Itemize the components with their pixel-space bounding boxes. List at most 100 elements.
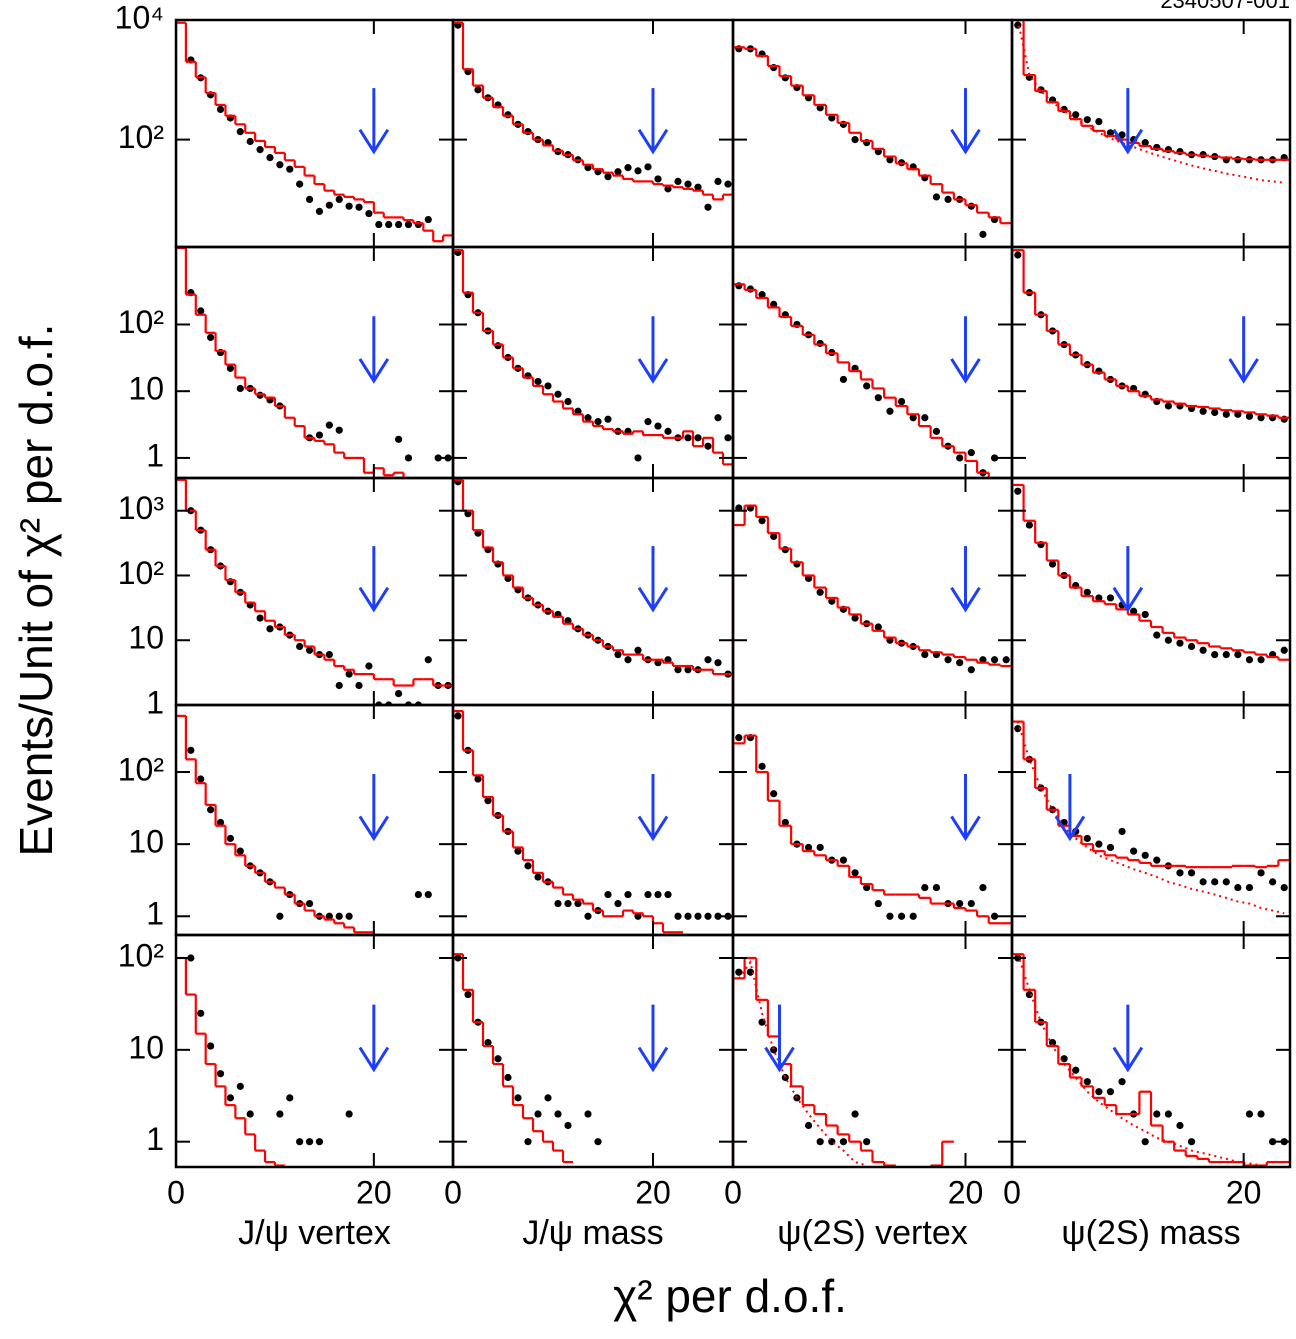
data-point xyxy=(1118,1078,1126,1086)
data-point xyxy=(804,1121,813,1130)
data-point xyxy=(816,339,824,348)
data-point xyxy=(1176,1121,1184,1130)
data-point xyxy=(226,834,235,843)
data-point xyxy=(246,1110,254,1118)
data-point xyxy=(1130,607,1138,615)
cut-arrow xyxy=(950,546,981,613)
cut-arrow xyxy=(1112,546,1144,613)
data-point xyxy=(1234,156,1242,164)
data-point xyxy=(624,164,632,172)
data-point xyxy=(484,1038,492,1047)
data-point xyxy=(564,1121,572,1130)
cut-arrow xyxy=(637,1004,669,1073)
y-tick-label: 1 xyxy=(146,437,164,473)
data-point xyxy=(863,883,871,892)
panel xyxy=(1012,483,1290,705)
data-point xyxy=(967,899,975,908)
data-point xyxy=(414,890,422,899)
data-point xyxy=(604,173,612,181)
panel xyxy=(733,956,954,1167)
data-point xyxy=(1187,869,1196,877)
data-point xyxy=(1153,1110,1161,1118)
dotted-curve xyxy=(738,959,867,1167)
panel xyxy=(1012,953,1290,1167)
data-point xyxy=(474,529,482,537)
data-point xyxy=(839,120,848,128)
data-point xyxy=(1025,990,1033,999)
data-point xyxy=(544,1094,552,1102)
data-point xyxy=(1211,651,1219,659)
data-point xyxy=(1072,1066,1080,1074)
panel xyxy=(733,504,1012,705)
data-point xyxy=(335,912,343,920)
data-point xyxy=(1130,847,1138,855)
panel-frame xyxy=(174,933,455,1169)
panel xyxy=(453,478,733,705)
y-tick-label: 1 xyxy=(146,684,164,720)
panel xyxy=(176,21,453,247)
data-point xyxy=(1245,883,1254,892)
data-point xyxy=(207,1042,215,1050)
data-point xyxy=(236,847,244,855)
data-point xyxy=(554,390,562,398)
data-point xyxy=(828,597,836,605)
data-point xyxy=(1106,1088,1115,1096)
data-point xyxy=(434,454,442,462)
data-point xyxy=(394,435,403,443)
data-point xyxy=(1187,642,1196,651)
data-point xyxy=(375,220,383,229)
panel-frame xyxy=(731,245,1014,480)
panel-frame xyxy=(451,245,735,480)
column-label: ψ(2S) mass xyxy=(1061,1214,1240,1252)
data-point xyxy=(839,375,848,384)
data-point xyxy=(932,193,941,201)
cut-arrow xyxy=(358,774,390,842)
data-point xyxy=(574,899,582,908)
data-point xyxy=(584,912,592,920)
data-point xyxy=(634,167,642,175)
data-point xyxy=(524,128,532,136)
data-point xyxy=(305,646,314,654)
data-point xyxy=(770,532,778,541)
cut-arrow xyxy=(1112,88,1144,155)
x-tick-label: 0 xyxy=(1003,1174,1021,1210)
x-tick-label: 20 xyxy=(1226,1174,1262,1210)
x-tick-label: 0 xyxy=(167,1174,185,1210)
data-point xyxy=(604,415,612,423)
data-point xyxy=(1176,869,1184,877)
data-point xyxy=(1083,116,1091,124)
data-point xyxy=(851,1110,859,1118)
data-point xyxy=(1072,111,1080,119)
cut-arrow xyxy=(950,774,981,842)
data-point xyxy=(1153,856,1161,864)
data-point xyxy=(684,180,692,188)
data-point xyxy=(296,642,304,651)
data-point xyxy=(1199,878,1207,886)
data-point xyxy=(464,510,472,518)
y-tick-label: 10 xyxy=(128,620,164,656)
data-point xyxy=(1095,840,1103,848)
data-point xyxy=(897,397,906,406)
panel xyxy=(176,247,452,478)
data-point xyxy=(758,517,766,525)
data-point xyxy=(863,1138,871,1146)
data-point xyxy=(534,873,542,881)
data-point xyxy=(979,656,987,664)
data-point xyxy=(851,614,859,622)
data-point xyxy=(932,883,941,892)
x-tick-label: 20 xyxy=(635,1174,671,1210)
data-point xyxy=(325,201,333,209)
data-point xyxy=(1118,131,1126,139)
data-point xyxy=(1269,1138,1277,1146)
data-point xyxy=(684,666,692,674)
column-label: J/ψ vertex xyxy=(238,1214,391,1252)
dotted-curve xyxy=(1016,953,1262,1167)
panel xyxy=(176,954,353,1167)
data-point xyxy=(624,656,632,664)
panel-frame xyxy=(451,18,735,249)
x-tick-label: 20 xyxy=(948,1174,984,1210)
data-point xyxy=(694,912,702,920)
y-tick-label: 10 xyxy=(128,824,164,860)
data-point xyxy=(494,342,502,350)
data-point xyxy=(614,651,622,659)
